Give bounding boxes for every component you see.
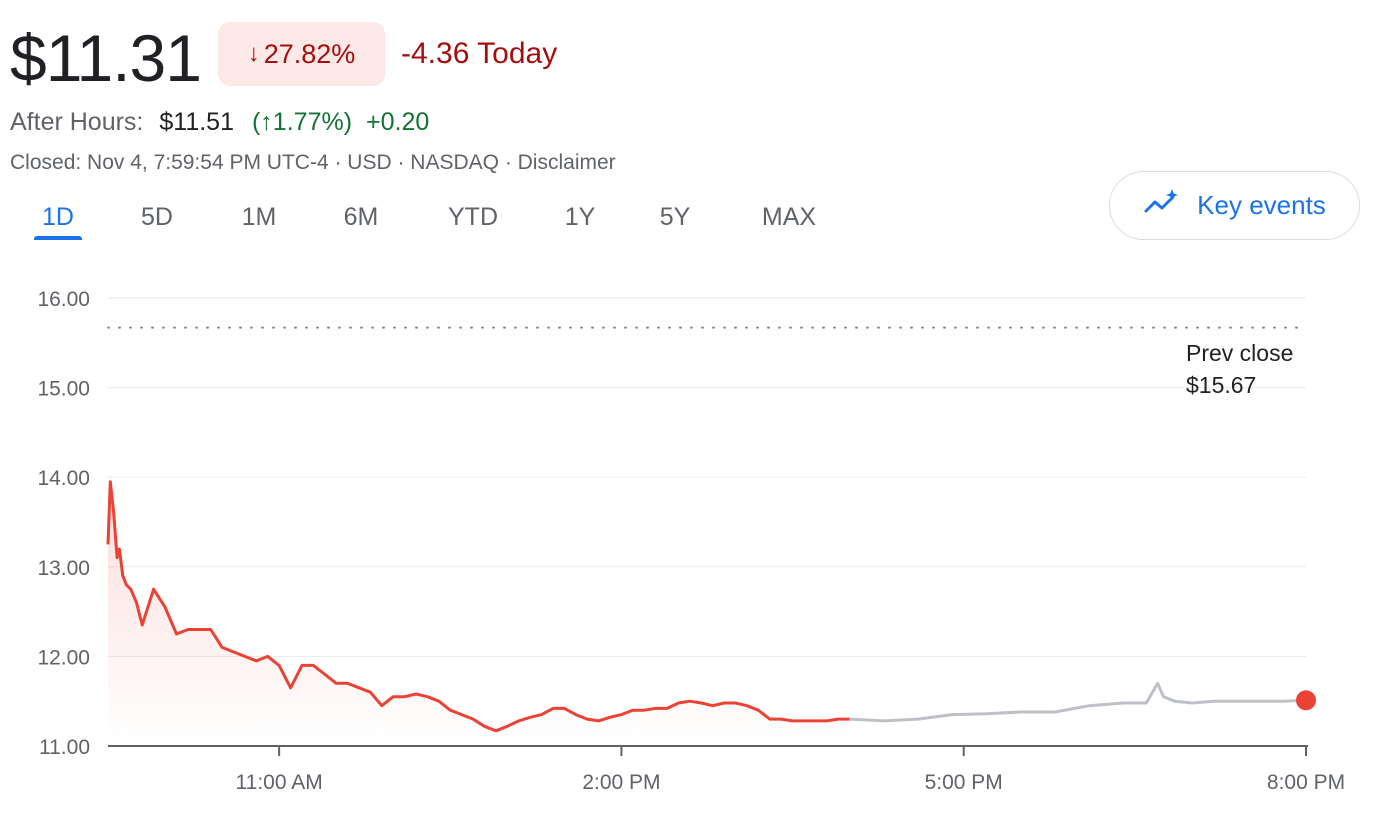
tab-label: 1D [42,203,74,231]
active-tab-indicator [34,236,82,240]
tab-ytd[interactable]: YTD [440,196,506,240]
tab-label: 5Y [659,203,691,231]
tab-label: 5D [141,203,173,231]
sparkle-trend-icon [1143,189,1181,222]
key-events-label: Key events [1197,190,1326,220]
tab-5y[interactable]: 5Y [652,196,698,240]
regular-session-area [108,481,850,746]
price-chart: 16.00 15.00 14.00 13.00 12.00 11.00 11:00 AM 2… [37,288,1345,794]
x-axis: 11:00 AM 2:00 PM 5:00 PM 8:00 PM [236,746,1345,794]
y-tick-label: 11.00 [39,736,90,759]
change-percent-badge: ↓ 27.82% [218,22,385,86]
y-tick-label: 16.00 [37,288,90,311]
tab-label: 1Y [564,203,596,231]
after-hours-price: $11.51 [159,107,234,136]
y-tick-label: 15.00 [37,378,90,401]
x-tick-label: 5:00 PM [925,771,1003,794]
x-tick-label: 2:00 PM [582,771,660,794]
tab-1m[interactable]: 1M [232,196,286,240]
prev-close-label: Prev close [1186,340,1293,366]
current-price: $11.31 [10,21,202,95]
last-price-dot[interactable] [1296,690,1316,711]
tab-label: 6M [343,203,379,231]
tab-6m[interactable]: 6M [334,196,388,240]
prev-close-value: $15.67 [1186,372,1256,398]
x-tick-label: 11:00 AM [236,771,323,794]
tab-max[interactable]: MAX [752,196,826,240]
after-hours-line [849,681,1307,723]
tab-5d[interactable]: 5D [132,196,182,240]
y-axis: 16.00 15.00 14.00 13.00 12.00 11.00 [37,288,90,759]
tab-label: 1M [241,203,277,231]
y-tick-label: 14.00 [37,467,90,490]
after-hours-label: After Hours: [10,107,144,136]
tab-label: YTD [448,203,498,231]
tab-1y[interactable]: 1Y [558,196,602,240]
y-tick-label: 12.00 [37,646,90,669]
y-tick-label: 13.00 [37,557,90,580]
market-status: Closed: Nov 4, 7:59:54 PM UTC-4 · USD · … [10,151,616,174]
chart-gridlines [108,297,1306,657]
key-events-button[interactable]: Key events [1109,171,1360,240]
x-tick-label: 8:00 PM [1267,771,1345,794]
change-today: -4.36 Today [401,37,558,70]
after-hours-row: After Hours: $11.51 (↑1.77%) +0.20 [10,104,429,140]
arrow-down-icon: ↓ [247,40,260,67]
tab-label: MAX [761,203,817,231]
tab-1d[interactable]: 1D [34,196,82,240]
after-hours-change-percent: (↑1.77%) [251,107,353,136]
change-percent: 27.82% [263,38,356,69]
after-hours-change: +0.20 [366,107,430,136]
regular-session-line [106,480,850,733]
